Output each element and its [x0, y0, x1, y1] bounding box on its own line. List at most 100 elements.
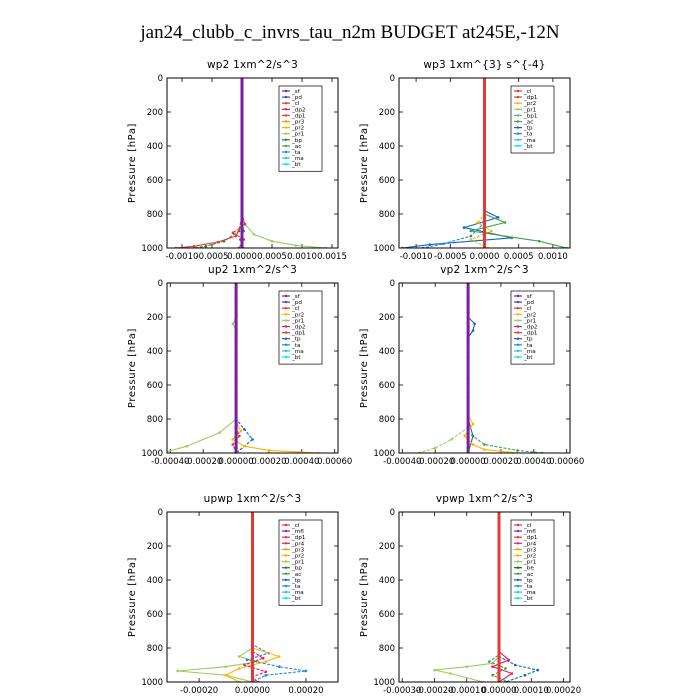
legend-entry: _pr1 — [523, 318, 537, 324]
y-tick-label: 1000 — [141, 244, 163, 254]
legend-marker — [284, 536, 288, 539]
series-point-sf — [234, 401, 238, 405]
series-point-sf — [240, 151, 244, 155]
series-point-sf — [240, 136, 244, 140]
legend-entry: _pr1 — [523, 560, 537, 566]
series-point-cl — [251, 530, 254, 534]
series-point-cl — [251, 595, 254, 599]
legend-marker — [516, 108, 520, 111]
y-axis-label: Pressure [hPa] — [127, 123, 138, 203]
chart-panel-5: vpwp 1xm^2/s^3 Pressure [hPa] 0 200 400 600 80… — [359, 493, 581, 696]
series-point-pr1 — [218, 431, 221, 434]
series-point-sf — [240, 111, 244, 115]
chart-panel-2: up2 1xm^2/s^3 Pressure [hPa] 0 200 400 600 800… — [127, 264, 352, 467]
series-point-sf — [466, 391, 470, 395]
series-point-pr2 — [264, 660, 268, 663]
series-point-sf — [466, 331, 470, 335]
series-point-sf — [240, 106, 244, 110]
series-point-pr4 — [510, 672, 514, 675]
legend-marker — [516, 584, 520, 588]
figure-title: jan24_clubb_c_invrs_tau_n2m BUDGET at245… — [139, 22, 559, 43]
series-point-sf — [240, 121, 244, 125]
y-axis-label: Pressure [hPa] — [127, 328, 138, 408]
legend-marker — [284, 108, 288, 111]
legend-entry: _tp — [291, 337, 301, 343]
series-point-sf — [234, 316, 238, 320]
series-point-cl — [251, 625, 254, 629]
legend: _cl_mfl_dp1_pr4_pr3_pr2_pr1_bp_ac_tp_ta_… — [278, 519, 323, 606]
series-point-sf — [240, 191, 244, 195]
legend-marker — [516, 102, 520, 105]
series-point-cl — [483, 196, 486, 200]
series-point-cl — [483, 191, 486, 195]
x-tick-label: 0.00000 — [481, 686, 516, 696]
y-tick-label: 600 — [379, 381, 395, 391]
legend-marker — [516, 126, 520, 129]
series-point-sf — [240, 146, 244, 150]
legend-marker — [284, 95, 288, 99]
legend-marker — [516, 523, 520, 527]
series-point-sf — [234, 336, 238, 340]
x-tick-label: 0.00040 — [516, 457, 551, 467]
chart-panel-3: vp2 1xm^2/s^3 Pressure [hPa] 0 200 400 600 800… — [359, 264, 584, 467]
series-point-cl — [497, 590, 501, 594]
legend-entry: _pr1 — [291, 560, 305, 566]
series-point-cl — [251, 560, 254, 564]
series-point-sf — [240, 236, 244, 240]
legend-entry: _be — [523, 566, 534, 572]
series-point-sf — [240, 101, 244, 105]
series-point-sf — [234, 376, 238, 380]
series-point-pr4 — [243, 663, 246, 667]
legend-marker — [284, 572, 288, 575]
legend-marker — [284, 590, 288, 594]
series-point-sf — [234, 326, 238, 330]
legend-entry: _pr3 — [291, 547, 305, 553]
legend-entry: _ma — [523, 138, 536, 144]
legend-entry: _pr3 — [523, 547, 537, 553]
series-point-cl — [251, 515, 254, 519]
x-tick-label: 0.0000 — [470, 252, 500, 262]
series-point-sf — [466, 346, 470, 350]
series-group — [417, 283, 544, 453]
series-point-pr1 — [294, 244, 298, 247]
legend-entry: _bp — [291, 566, 302, 572]
y-tick-label: 0 — [390, 279, 395, 289]
legend-entry: _cl — [523, 306, 532, 312]
series-point-pr1 — [237, 655, 241, 658]
series-point-pr4 — [491, 665, 494, 668]
legend-entry: _pr1 — [523, 107, 537, 113]
legend: _cl_mfl_dp1_pr4_pr3_pr2_pr1_be_ac_tp_ta_… — [510, 519, 555, 606]
series-point-dp1 — [238, 434, 241, 438]
series-point-cl — [483, 111, 486, 115]
series-point-sf — [240, 231, 244, 235]
legend-marker — [284, 337, 288, 340]
series-point-ac — [491, 673, 494, 677]
series-point-sf — [240, 161, 244, 165]
series-point-cl — [497, 555, 501, 559]
x-tick-label: -0.00040 — [383, 457, 421, 467]
panel-title: upwp 1xm^2/s^3 — [204, 493, 302, 505]
series-point-cl — [251, 585, 254, 589]
series-point-cl — [483, 116, 486, 120]
series-line-pr1 — [434, 512, 500, 682]
legend-marker — [516, 144, 520, 148]
series-point-sf — [466, 441, 470, 445]
series-point-sf — [466, 356, 470, 360]
series-point-cl — [251, 620, 254, 624]
legend-marker — [516, 114, 520, 117]
legend-marker — [516, 313, 520, 316]
series-point-pr2 — [239, 429, 243, 433]
series-point-sf — [466, 431, 470, 435]
series-point-cl — [483, 101, 486, 105]
series-point-sf — [234, 411, 238, 415]
legend-marker — [284, 554, 288, 557]
panel-title: wp3 1xm^{3} s^{-4} — [423, 59, 545, 71]
series-group — [401, 78, 568, 248]
series-point-pr2 — [471, 443, 475, 446]
plot-frame — [166, 511, 339, 683]
series-point-tp — [471, 329, 475, 332]
series-point-cl — [483, 126, 486, 130]
series-point-dp1 — [231, 443, 235, 446]
series-point-cl — [497, 545, 501, 549]
series-point-sf — [240, 181, 244, 185]
